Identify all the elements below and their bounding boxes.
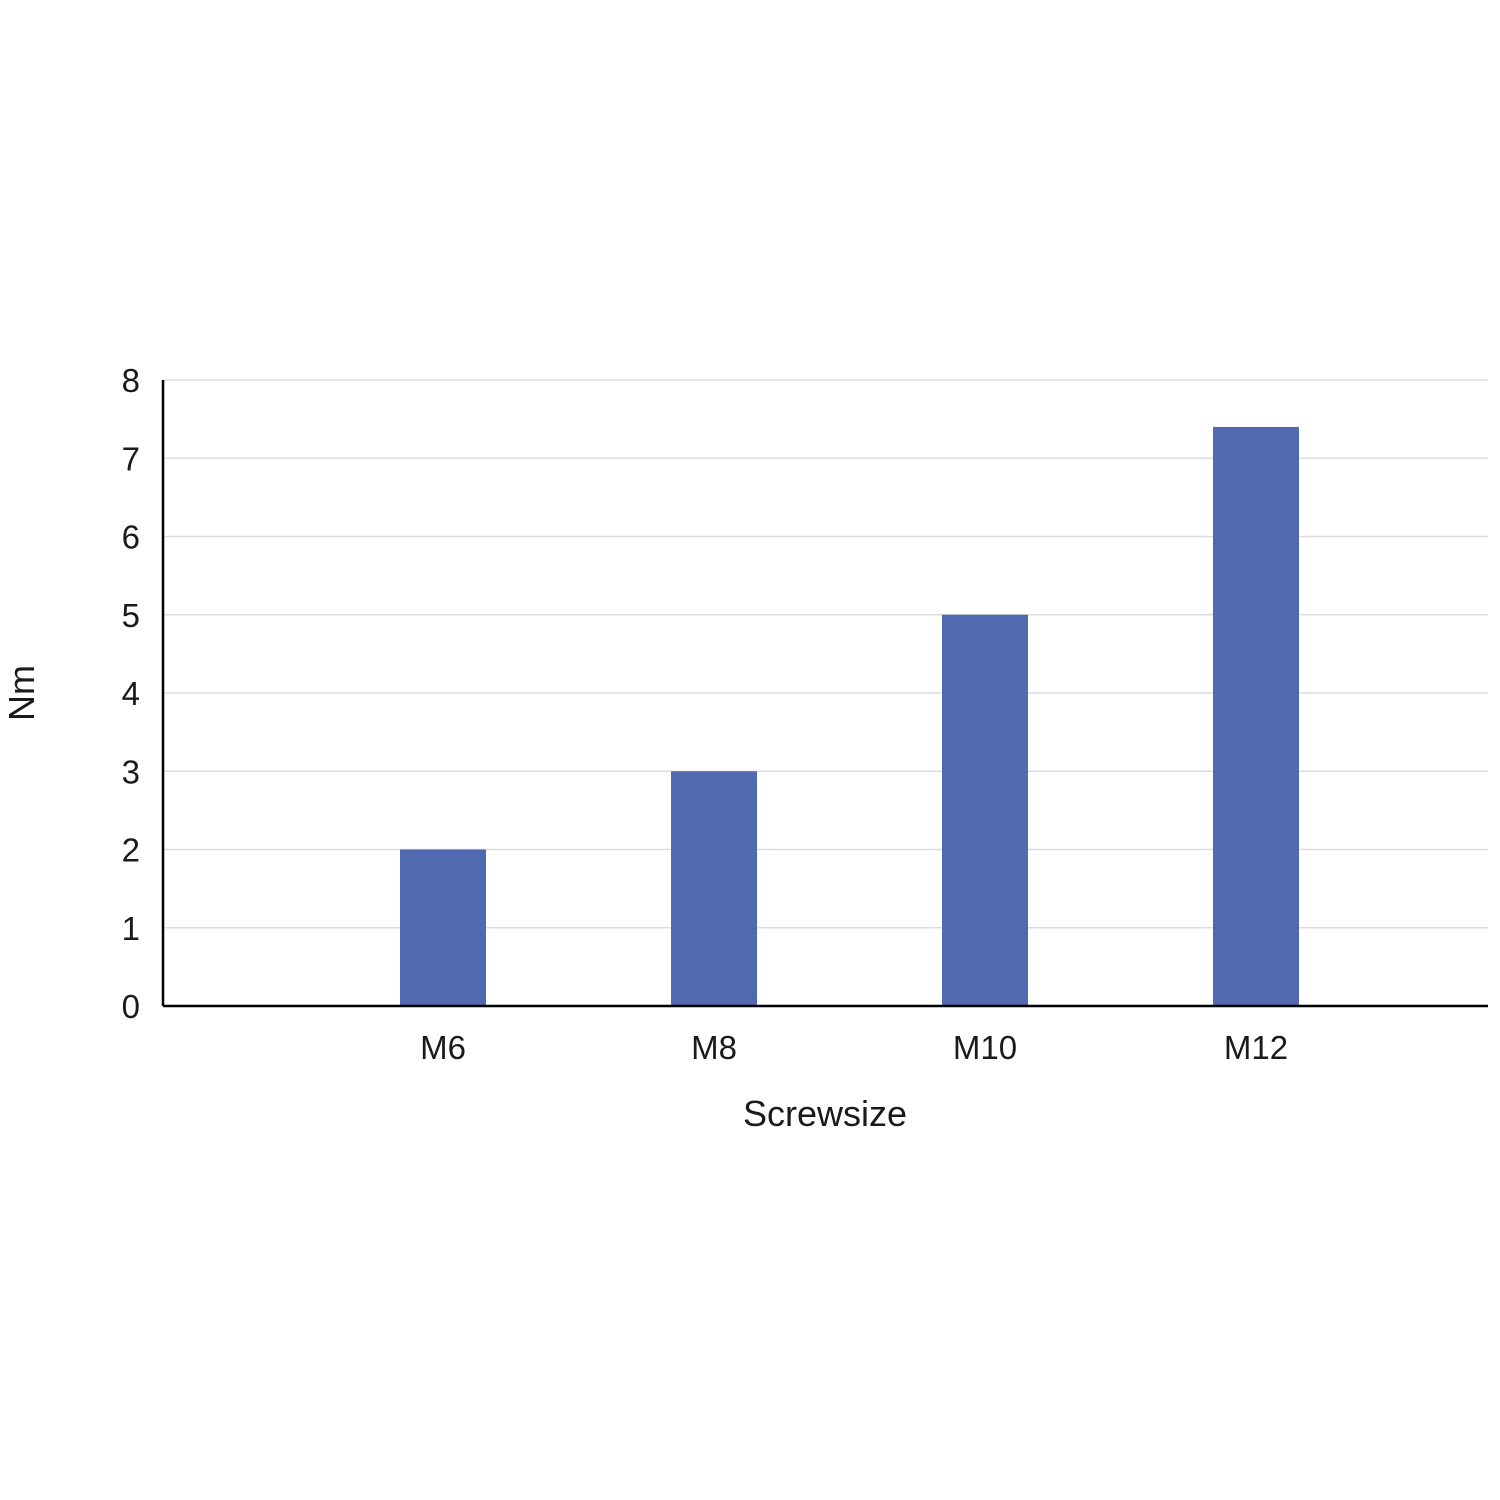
x-tick-labels: M6 M8 M10 M12 <box>420 1029 1288 1066</box>
x-axis-title: Screwsize <box>743 1093 907 1134</box>
x-tick-label: M8 <box>691 1029 737 1066</box>
x-tick-label: M10 <box>953 1029 1017 1066</box>
y-tick-labels: 0 1 2 3 4 5 6 7 8 <box>122 362 140 1025</box>
y-tick-label: 7 <box>122 440 140 477</box>
y-tick-label: 5 <box>122 597 140 634</box>
y-tick-label: 3 <box>122 753 140 790</box>
y-tick-label: 4 <box>122 675 140 712</box>
bar-m6 <box>400 849 486 1006</box>
gridlines <box>163 379 1488 929</box>
y-tick-label: 6 <box>122 519 140 556</box>
bar-m12 <box>1213 426 1299 1006</box>
bars <box>400 426 1299 1006</box>
y-tick-label: 8 <box>122 362 140 399</box>
bar-m8 <box>671 771 757 1006</box>
y-tick-label: 0 <box>122 988 140 1025</box>
y-tick-label: 1 <box>122 910 140 947</box>
bar-m10 <box>942 614 1028 1006</box>
y-axis-title: Nm <box>1 665 42 721</box>
y-tick-label: 2 <box>122 832 140 869</box>
x-tick-label: M6 <box>420 1029 466 1066</box>
axes <box>161 380 1488 1008</box>
x-tick-label: M12 <box>1224 1029 1288 1066</box>
